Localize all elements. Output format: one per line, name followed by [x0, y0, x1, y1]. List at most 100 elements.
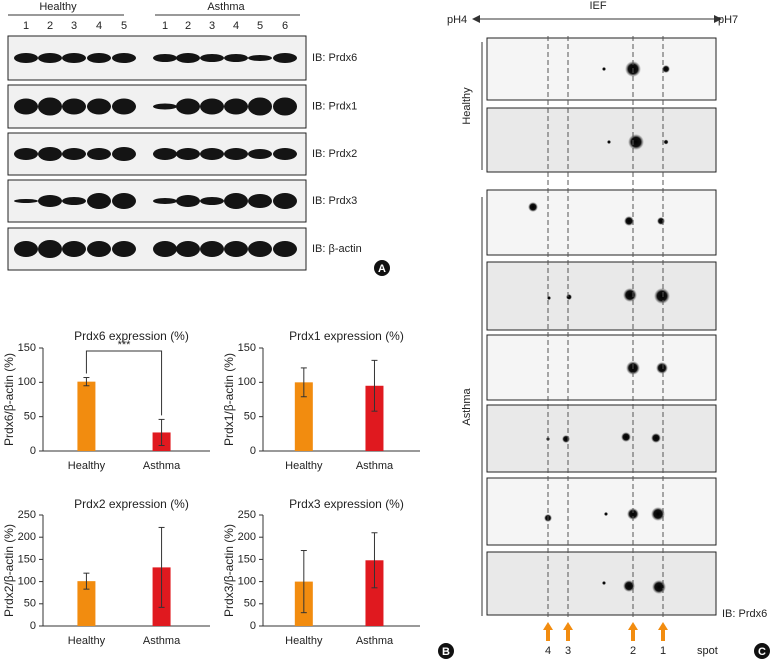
- bar: [77, 381, 96, 451]
- y-tick-label: 50: [244, 598, 256, 610]
- lane-number: 1: [23, 20, 29, 32]
- badge-label: C: [758, 646, 766, 658]
- ph-right: pH7: [718, 14, 738, 26]
- gel-spot: [652, 580, 666, 594]
- gel: [486, 37, 717, 101]
- chart-title: Prdx6 expression (%): [74, 329, 189, 343]
- y-tick-label: 200: [18, 531, 36, 543]
- band: [248, 194, 272, 208]
- gel-spot: [621, 432, 631, 442]
- y-tick-label: 0: [30, 620, 36, 632]
- band: [224, 54, 248, 62]
- gel: [486, 551, 717, 616]
- badge-label: A: [378, 263, 386, 275]
- significance-bracket: [85, 350, 163, 416]
- band: [248, 55, 272, 61]
- gel: [486, 107, 717, 173]
- gel-spot: [651, 433, 661, 443]
- arrow-head: [714, 15, 722, 23]
- band: [87, 241, 111, 257]
- band: [200, 148, 224, 160]
- band: [176, 148, 200, 160]
- gel: [486, 477, 717, 546]
- lane-number: 4: [233, 20, 239, 32]
- y-tick-label: 100: [238, 576, 256, 588]
- y-tick-label: 50: [24, 598, 36, 610]
- gel: [486, 404, 717, 473]
- band: [62, 197, 86, 205]
- band: [273, 148, 297, 160]
- chart-title: Prdx2 expression (%): [74, 497, 189, 511]
- lane-number: 6: [282, 20, 288, 32]
- y-tick-label: 50: [24, 411, 36, 423]
- band: [87, 193, 111, 209]
- band: [153, 148, 177, 160]
- band: [14, 199, 38, 203]
- y-tick-label: 150: [18, 553, 36, 565]
- bar: [365, 385, 384, 451]
- band: [248, 241, 272, 257]
- band: [224, 98, 248, 115]
- x-tick-label: Asthma: [143, 635, 181, 647]
- band: [273, 53, 297, 63]
- gel-spot: [662, 65, 670, 73]
- band: [62, 241, 86, 257]
- y-tick-label: 100: [238, 376, 256, 388]
- gel-spot: [627, 508, 639, 520]
- band: [273, 241, 297, 257]
- y-axis-label: Prdx3/β-actin (%): [222, 524, 236, 617]
- panel-badges: A B C: [374, 260, 770, 659]
- chart-title: Prdx1 expression (%): [289, 329, 404, 343]
- badge: [438, 643, 454, 659]
- band: [112, 98, 136, 115]
- band: [62, 98, 86, 115]
- y-tick-label: 200: [238, 531, 256, 543]
- gel-spot: [651, 507, 665, 521]
- spot-number: 1: [660, 645, 666, 657]
- group-label: Healthy: [461, 87, 473, 125]
- band: [224, 241, 248, 257]
- group-label: Healthy: [39, 1, 77, 13]
- significance-label: ***: [118, 339, 132, 351]
- gel-spot: [602, 581, 606, 585]
- group-label: Asthma: [207, 1, 245, 13]
- lane-number: 5: [121, 20, 127, 32]
- band: [248, 97, 272, 116]
- spot-number: 4: [545, 645, 551, 657]
- band: [14, 98, 38, 115]
- gel-spot: [623, 288, 637, 302]
- gel-spot: [628, 134, 644, 150]
- spot-arrow: [563, 622, 573, 641]
- blot-label: IB: Prdx1: [312, 100, 357, 112]
- y-tick-label: 250: [18, 509, 36, 521]
- x-tick-label: Healthy: [68, 635, 106, 647]
- y-axis-label: Prdx6/β-actin (%): [2, 353, 16, 446]
- y-axis-label: Prdx2/β-actin (%): [2, 524, 16, 617]
- ief-label: IEF: [589, 0, 606, 12]
- lane-number: 2: [185, 20, 191, 32]
- group-label: Asthma: [461, 387, 473, 425]
- gel-spot: [607, 140, 611, 144]
- band: [176, 98, 200, 115]
- y-tick-label: 150: [238, 342, 256, 354]
- lane-number: 4: [96, 20, 102, 32]
- gel-spot: [656, 362, 668, 374]
- band: [87, 53, 111, 63]
- panel-c: IEF pH4 pH7 Healthy Asthma IB: Prdx6 spo…: [447, 0, 767, 657]
- gel-spot: [623, 580, 635, 592]
- spot-label: spot: [697, 645, 718, 657]
- bar: [294, 382, 313, 451]
- badge: [374, 260, 390, 276]
- lane-number: 3: [209, 20, 215, 32]
- band: [153, 103, 177, 110]
- badge-label: B: [442, 646, 450, 658]
- band: [62, 53, 86, 63]
- band: [112, 53, 136, 63]
- blot-label: IB: Prdx6: [312, 52, 357, 64]
- band: [224, 193, 248, 209]
- gel: [486, 261, 717, 331]
- gel-spot: [566, 294, 572, 300]
- band: [62, 148, 86, 160]
- ph-left: pH4: [447, 14, 467, 26]
